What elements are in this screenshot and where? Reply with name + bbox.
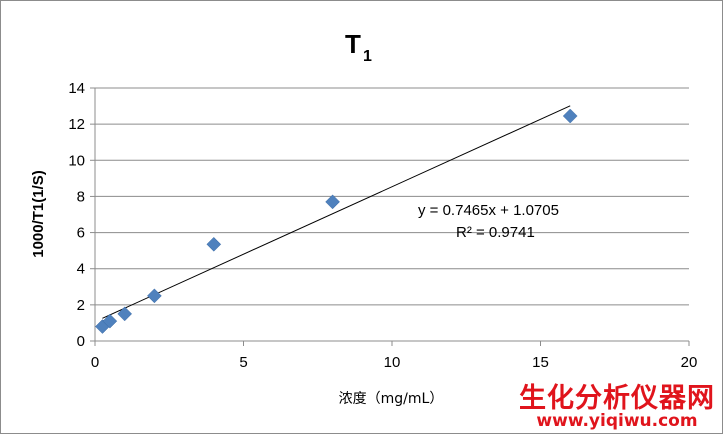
y-axis-label: 1000/T1(1/S) <box>30 170 47 258</box>
watermark-text: 生化分析仪器网 <box>519 385 715 412</box>
x-tick-labels: 0 5 10 15 20 <box>91 354 698 371</box>
chart-title-subscript: 1 <box>363 48 372 65</box>
trendline-equation: y = 0.7465x + 1.0705 <box>418 202 559 219</box>
x-tick-label: 5 <box>239 354 247 371</box>
x-tick-label: 15 <box>532 354 549 371</box>
chart-title: T <box>345 29 361 59</box>
trendline-r-squared: R² = 0.9741 <box>456 224 535 241</box>
data-point-marker <box>563 109 577 123</box>
data-point-marker <box>326 195 340 209</box>
x-tick-label: 10 <box>384 354 401 371</box>
gridlines <box>95 88 689 305</box>
x-tick-label: 0 <box>91 354 99 371</box>
y-tick-label: 12 <box>68 116 85 133</box>
watermark-url: www.yiqiwu.com <box>519 413 715 430</box>
y-tick-label: 14 <box>68 80 85 97</box>
y-tick-label: 10 <box>68 152 85 169</box>
y-tick-label: 4 <box>77 261 85 278</box>
x-tick-label: 20 <box>681 354 698 371</box>
x-axis-label: 浓度（mg/mL） <box>339 391 444 407</box>
y-tick-label: 0 <box>77 333 85 350</box>
y-tick-label: 8 <box>77 188 85 205</box>
axes <box>90 88 689 346</box>
watermark-logo: 生化分析仪器网 www.yiqiwu.com <box>519 385 715 430</box>
y-tick-labels: 0 2 4 6 8 10 12 14 <box>68 80 85 350</box>
y-tick-label: 2 <box>77 297 85 314</box>
data-point-marker <box>147 289 161 303</box>
data-points <box>95 109 577 334</box>
data-point-marker <box>118 307 132 321</box>
y-tick-label: 6 <box>77 225 85 242</box>
data-point-marker <box>207 237 221 251</box>
